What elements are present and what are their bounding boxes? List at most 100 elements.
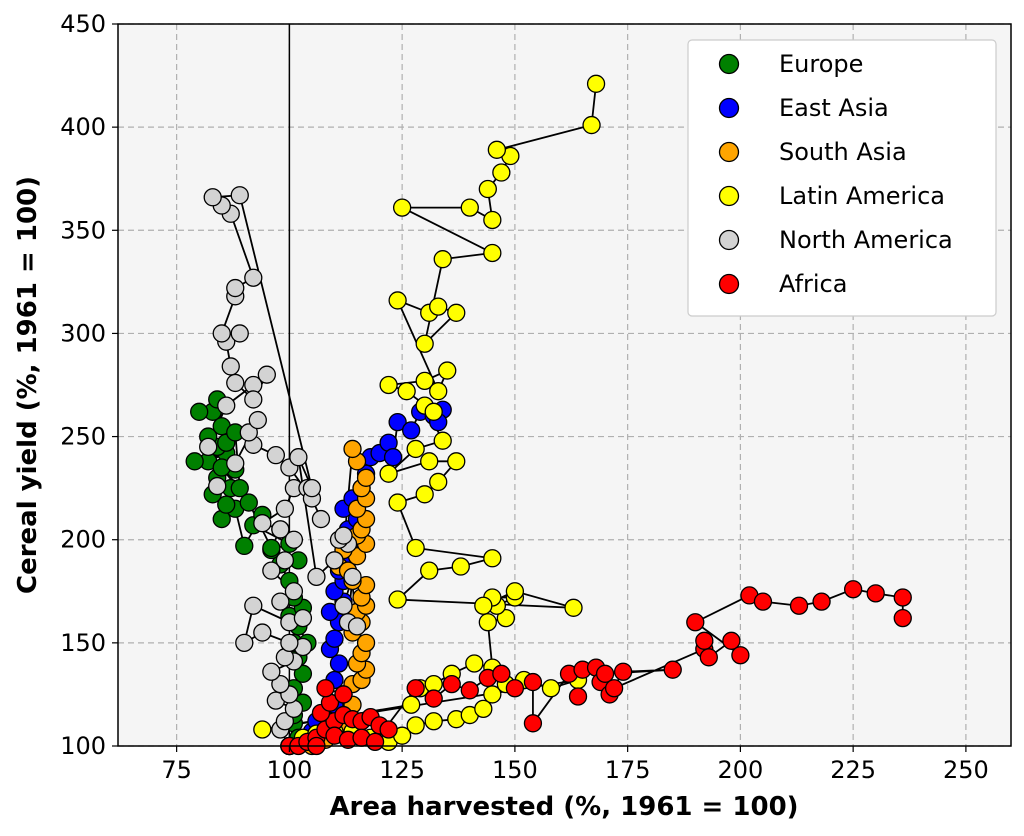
point-latin-america [582,115,601,135]
point-north-america [302,478,322,498]
point-north-america [311,509,331,529]
x-tick-label: 250 [943,756,989,784]
point-north-america [253,514,272,533]
point-africa [505,679,525,698]
y-tick-label: 450 [60,10,106,38]
point-latin-america [564,598,583,617]
point-latin-america [474,596,493,615]
x-tick-label: 100 [266,756,312,784]
point-north-america [217,396,236,415]
point-north-america [244,390,263,409]
point-africa [866,584,885,603]
point-latin-america [402,695,421,714]
point-latin-america [415,334,434,353]
point-north-america [230,186,249,205]
point-africa [492,664,511,683]
point-latin-america [388,493,407,512]
y-tick-label: 300 [60,319,106,347]
point-africa [753,592,773,611]
point-north-america [208,476,227,496]
point-north-america [334,596,353,615]
point-africa [523,714,543,733]
point-north-america [289,448,308,467]
point-north-america [199,437,218,457]
point-latin-america [447,303,466,322]
point-africa [568,687,588,706]
point-africa [686,613,705,632]
point-latin-america [483,243,502,263]
point-north-america [226,454,245,473]
point-latin-america [429,297,448,316]
legend-label-north-america: North America [779,226,953,254]
y-tick-label: 100 [60,732,106,760]
point-africa [523,672,543,692]
point-africa [595,664,615,683]
point-latin-america [388,590,407,609]
point-latin-america [433,431,452,450]
point-latin-america [460,198,479,217]
point-south-asia [356,633,376,653]
point-latin-america [433,250,452,269]
plot-frame [117,23,1012,747]
point-latin-america [487,140,506,159]
point-africa [812,592,831,611]
point-latin-america [406,716,425,735]
point-europe [235,536,254,556]
point-latin-america [429,472,448,492]
point-latin-america [451,557,470,576]
point-africa [699,648,718,667]
x-tick-label: 125 [379,756,425,784]
legend: Europe East Asia South Asia Latin America No… [687,39,997,317]
point-africa [722,631,741,650]
point-latin-america [478,179,497,199]
y-tick-label: 200 [60,526,106,554]
point-north-america [275,499,295,518]
point-latin-america [483,549,502,568]
point-africa [604,679,624,698]
point-africa [893,588,912,607]
legend-label-latin-america: Latin America [779,182,945,210]
point-latin-america [379,464,398,483]
point-latin-america [447,452,466,471]
point-latin-america [415,371,434,391]
point-europe [185,452,204,471]
legend-label-south-asia: South Asia [779,138,907,166]
legend-marker-europe [718,53,740,75]
point-africa [379,720,398,739]
point-europe [239,493,258,512]
point-latin-america [406,439,425,459]
y-tick-label: 400 [60,113,106,141]
point-latin-america [483,685,502,704]
point-north-america [284,530,304,549]
y-tick-label: 150 [60,629,106,657]
point-east-asia [402,421,421,440]
x-axis-label: Area harvested (%, 1961 = 100) [329,792,798,822]
point-latin-america [415,485,434,504]
point-africa [663,660,682,679]
point-north-america [262,561,281,580]
point-africa [731,646,750,665]
point-latin-america [496,608,516,628]
point-north-america [334,526,353,545]
point-north-america [221,357,240,376]
point-latin-america [420,452,439,471]
point-north-america [271,674,290,694]
series-points [185,74,912,756]
legend-marker-south-asia [718,141,740,163]
point-latin-america [483,210,502,230]
point-latin-america [505,582,525,601]
point-latin-america [424,402,443,421]
point-north-america [343,567,362,586]
point-east-asia [325,629,344,648]
point-africa [893,608,912,628]
point-latin-america [465,654,484,673]
point-north-america [284,582,304,601]
legend-label-europe: Europe [779,50,863,78]
point-north-america [244,596,263,615]
point-south-asia [356,468,376,487]
x-tick-label: 175 [605,756,651,784]
x-tick-label: 200 [717,756,763,784]
point-africa [316,679,335,698]
point-north-america [347,617,367,636]
